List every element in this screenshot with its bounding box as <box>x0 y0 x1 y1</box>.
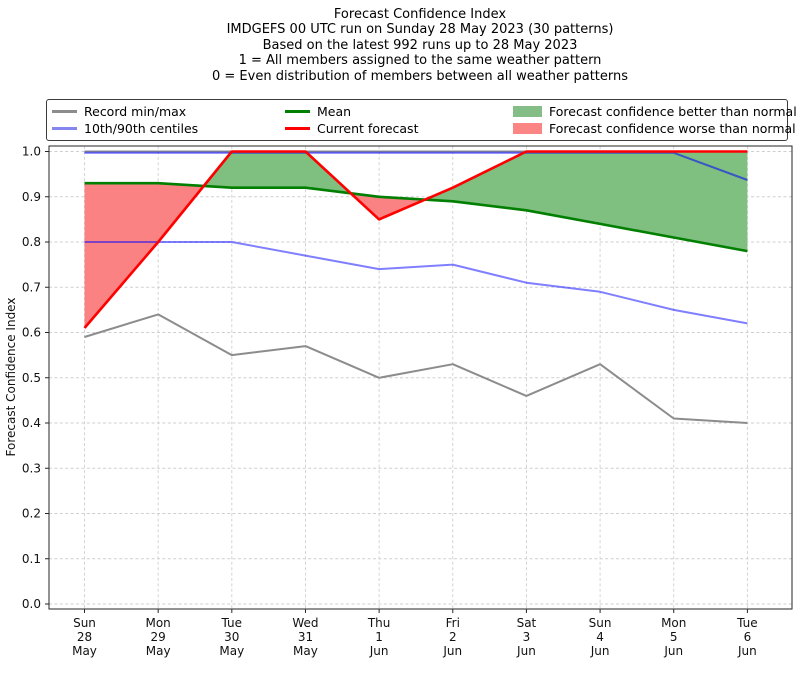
x-tick-label: 4 <box>596 630 604 644</box>
x-tick-label: Jun <box>590 644 610 658</box>
x-tick-label: Jun <box>663 644 683 658</box>
legend-centiles: 10th/90th centiles <box>52 121 285 137</box>
y-tick-label: 0.0 <box>22 597 41 611</box>
chart-title-block: Forecast Confidence Index IMDGEFS 00 UTC… <box>40 7 800 84</box>
legend-confidence-worse: Forecast confidence worse than normal <box>513 121 797 137</box>
x-tick-label: 3 <box>523 630 531 644</box>
legend-mean: Mean <box>285 104 513 120</box>
x-tick-label: 1 <box>375 630 383 644</box>
x-tick-label: Fri <box>446 616 460 630</box>
legend-label: Forecast confidence worse than normal <box>549 120 796 136</box>
x-tick-label: Jun <box>516 644 536 658</box>
series-record-min <box>84 313 748 424</box>
legend-record-minmax: Record min/max <box>52 104 285 120</box>
y-axis-label: Forecast Confidence Index <box>4 298 18 457</box>
y-tick-label: 0.5 <box>22 371 41 385</box>
y-tick-label: 1.0 <box>22 145 41 159</box>
x-tick-label: 6 <box>744 630 752 644</box>
x-tick-label: 2 <box>449 630 457 644</box>
legend-current-forecast: Current forecast <box>285 121 513 137</box>
x-tick-label: Mon <box>661 616 686 630</box>
x-tick-label: May <box>146 644 171 658</box>
axis-ticks-and-labels: 0.00.10.20.30.40.50.60.70.80.91.0Sun28Ma… <box>22 145 758 658</box>
x-tick-label: 30 <box>224 630 239 644</box>
chart-subtitle-basis: Based on the latest 992 runs up to 28 Ma… <box>262 37 578 53</box>
better-than-normal-patch-icon <box>513 106 542 117</box>
y-tick-label: 0.6 <box>22 326 41 340</box>
x-tick-label: Thu <box>367 616 391 630</box>
series-current-forecast <box>83 150 748 329</box>
y-tick-label: 0.8 <box>22 235 41 249</box>
x-tick-label: Sun <box>589 616 612 630</box>
x-tick-label: 28 <box>77 630 92 644</box>
x-tick-label: 31 <box>298 630 313 644</box>
x-tick-label: 5 <box>670 630 678 644</box>
legend-label: Mean <box>317 103 352 119</box>
legend-label: Record min/max <box>84 103 187 119</box>
fill-better-than-normal <box>425 151 748 252</box>
y-tick-label: 0.9 <box>22 190 41 204</box>
series-mean <box>84 181 748 253</box>
legend-label: Current forecast <box>317 120 419 136</box>
x-tick-label: Jun <box>737 644 757 658</box>
chart-note-one: 1 = All members assigned to the same wea… <box>238 53 602 69</box>
series-10th-centile <box>84 241 748 325</box>
legend-box: Record min/max 10th/90th centiles Mean C… <box>46 99 797 141</box>
chart-note-zero: 0 = Even distribution of members between… <box>211 68 629 84</box>
x-tick-label: May <box>72 644 97 658</box>
y-tick-label: 0.3 <box>22 461 41 475</box>
fill-worse-than-normal <box>350 193 426 220</box>
x-tick-label: Tue <box>736 616 758 630</box>
x-tick-label: Tue <box>221 616 243 630</box>
x-tick-label: Mon <box>145 616 170 630</box>
chart-subtitle-run: IMDGEFS 00 UTC run on Sunday 28 May 2023… <box>226 22 614 38</box>
y-tick-label: 0.1 <box>22 552 41 566</box>
y-tick-label: 0.4 <box>22 416 41 430</box>
centiles-line-icon <box>52 127 77 130</box>
legend-confidence-better: Forecast confidence better than normal <box>513 104 797 120</box>
x-tick-label: Sun <box>73 616 96 630</box>
current-forecast-line-icon <box>285 127 310 130</box>
record-minmax-line-icon <box>52 110 77 113</box>
confidence-fill-regions <box>84 151 748 328</box>
x-tick-label: Jun <box>442 644 462 658</box>
x-tick-label: 29 <box>151 630 166 644</box>
mean-line-icon <box>285 110 310 113</box>
fill-better-than-normal <box>203 151 351 194</box>
y-tick-label: 0.7 <box>22 280 41 294</box>
chart-title: Forecast Confidence Index <box>333 7 507 22</box>
legend-label: 10th/90th centiles <box>84 120 199 136</box>
x-tick-label: May <box>293 644 318 658</box>
worse-than-normal-patch-icon <box>513 123 542 134</box>
x-tick-label: Jun <box>369 644 389 658</box>
x-tick-label: Sat <box>517 616 537 630</box>
y-tick-label: 0.2 <box>22 507 41 521</box>
legend-label: Forecast confidence better than normal <box>549 103 797 119</box>
x-tick-label: Wed <box>292 616 318 630</box>
x-tick-label: May <box>219 644 244 658</box>
